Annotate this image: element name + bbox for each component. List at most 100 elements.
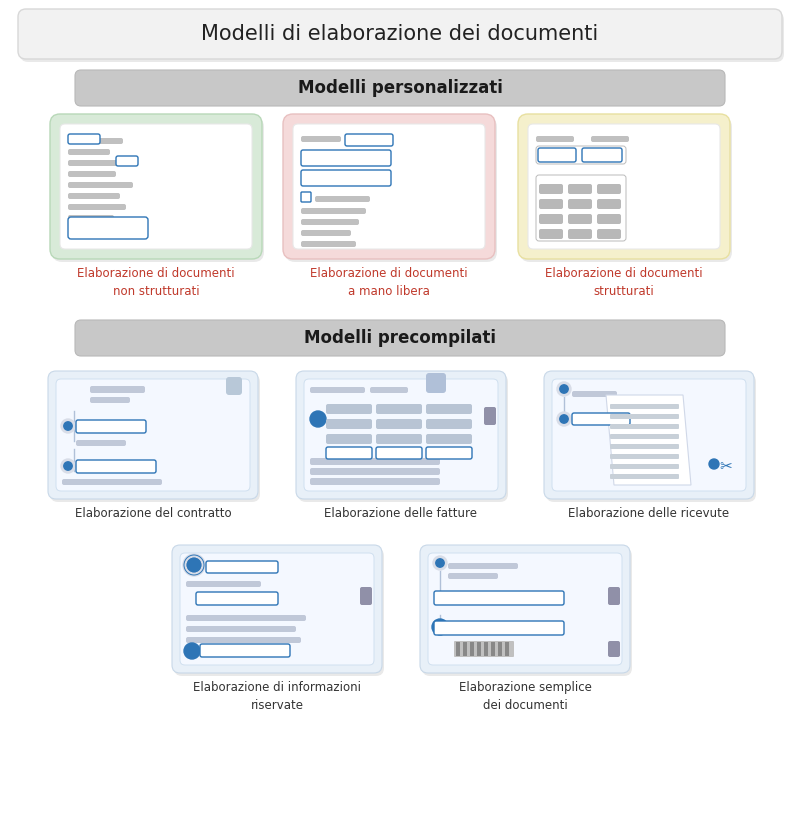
Circle shape: [436, 559, 444, 567]
Text: Elaborazione di documenti
non strutturati: Elaborazione di documenti non strutturat…: [77, 267, 235, 298]
Circle shape: [183, 554, 205, 576]
FancyBboxPatch shape: [326, 404, 372, 414]
Circle shape: [187, 558, 201, 571]
FancyBboxPatch shape: [116, 156, 138, 166]
FancyBboxPatch shape: [345, 134, 393, 146]
Text: Elaborazione di documenti
a mano libera: Elaborazione di documenti a mano libera: [310, 267, 468, 298]
FancyBboxPatch shape: [538, 148, 576, 162]
FancyBboxPatch shape: [68, 160, 130, 166]
Circle shape: [560, 415, 568, 423]
FancyBboxPatch shape: [610, 434, 679, 439]
Circle shape: [184, 643, 200, 659]
FancyBboxPatch shape: [376, 447, 422, 459]
FancyBboxPatch shape: [315, 196, 370, 202]
FancyBboxPatch shape: [376, 434, 422, 444]
FancyBboxPatch shape: [568, 184, 592, 194]
FancyBboxPatch shape: [326, 447, 372, 459]
FancyBboxPatch shape: [568, 214, 592, 224]
FancyBboxPatch shape: [376, 404, 422, 414]
FancyBboxPatch shape: [310, 458, 440, 465]
FancyBboxPatch shape: [301, 230, 351, 236]
FancyBboxPatch shape: [326, 434, 372, 444]
FancyBboxPatch shape: [296, 371, 506, 499]
FancyBboxPatch shape: [52, 117, 264, 262]
FancyBboxPatch shape: [610, 444, 679, 449]
FancyBboxPatch shape: [463, 642, 467, 656]
FancyBboxPatch shape: [484, 407, 496, 425]
Text: Modelli personalizzati: Modelli personalizzati: [298, 79, 502, 97]
FancyBboxPatch shape: [470, 642, 474, 656]
FancyBboxPatch shape: [68, 182, 133, 188]
FancyBboxPatch shape: [90, 397, 130, 403]
FancyBboxPatch shape: [539, 199, 563, 209]
FancyBboxPatch shape: [370, 387, 408, 393]
FancyBboxPatch shape: [68, 215, 114, 221]
FancyBboxPatch shape: [68, 171, 116, 177]
FancyBboxPatch shape: [50, 114, 262, 259]
FancyBboxPatch shape: [310, 468, 440, 475]
FancyBboxPatch shape: [310, 387, 365, 393]
FancyBboxPatch shape: [20, 12, 784, 62]
Circle shape: [64, 422, 72, 430]
FancyBboxPatch shape: [62, 479, 162, 485]
FancyBboxPatch shape: [520, 117, 732, 262]
FancyBboxPatch shape: [426, 434, 472, 444]
FancyBboxPatch shape: [422, 548, 632, 676]
FancyBboxPatch shape: [48, 371, 258, 499]
FancyBboxPatch shape: [518, 114, 730, 259]
FancyBboxPatch shape: [196, 592, 278, 605]
FancyBboxPatch shape: [610, 424, 679, 429]
FancyBboxPatch shape: [186, 581, 261, 587]
Text: Elaborazione delle fatture: Elaborazione delle fatture: [325, 507, 478, 520]
FancyBboxPatch shape: [536, 136, 574, 142]
FancyBboxPatch shape: [206, 561, 278, 573]
FancyBboxPatch shape: [376, 419, 422, 429]
Text: Elaborazione di documenti
strutturati: Elaborazione di documenti strutturati: [545, 267, 703, 298]
Text: Modelli precompilati: Modelli precompilati: [304, 329, 496, 347]
Circle shape: [433, 556, 447, 570]
FancyBboxPatch shape: [528, 124, 720, 249]
FancyBboxPatch shape: [68, 217, 148, 239]
FancyBboxPatch shape: [539, 229, 563, 239]
FancyBboxPatch shape: [536, 175, 626, 241]
FancyBboxPatch shape: [310, 478, 440, 485]
FancyBboxPatch shape: [597, 214, 621, 224]
FancyBboxPatch shape: [186, 626, 296, 632]
FancyBboxPatch shape: [610, 404, 679, 409]
FancyBboxPatch shape: [477, 642, 481, 656]
FancyBboxPatch shape: [420, 545, 630, 673]
FancyBboxPatch shape: [186, 637, 301, 643]
Circle shape: [560, 385, 568, 393]
FancyBboxPatch shape: [172, 545, 382, 673]
Circle shape: [557, 412, 571, 426]
Circle shape: [61, 419, 75, 433]
Polygon shape: [606, 395, 691, 485]
Circle shape: [310, 411, 326, 427]
FancyBboxPatch shape: [186, 615, 306, 621]
FancyBboxPatch shape: [68, 149, 110, 155]
FancyBboxPatch shape: [326, 419, 372, 429]
FancyBboxPatch shape: [539, 214, 563, 224]
FancyBboxPatch shape: [608, 641, 620, 657]
FancyBboxPatch shape: [454, 641, 514, 657]
FancyBboxPatch shape: [180, 553, 374, 665]
FancyBboxPatch shape: [610, 414, 679, 419]
FancyBboxPatch shape: [301, 241, 356, 247]
FancyBboxPatch shape: [597, 229, 621, 239]
FancyBboxPatch shape: [301, 150, 391, 166]
FancyBboxPatch shape: [75, 70, 725, 106]
FancyBboxPatch shape: [68, 134, 100, 144]
FancyBboxPatch shape: [572, 413, 630, 425]
FancyBboxPatch shape: [448, 573, 498, 579]
FancyBboxPatch shape: [434, 621, 564, 635]
FancyBboxPatch shape: [484, 642, 488, 656]
Circle shape: [61, 459, 75, 473]
FancyBboxPatch shape: [56, 379, 250, 491]
FancyBboxPatch shape: [428, 553, 622, 665]
FancyBboxPatch shape: [426, 447, 472, 459]
FancyBboxPatch shape: [597, 199, 621, 209]
FancyBboxPatch shape: [536, 146, 626, 164]
FancyBboxPatch shape: [426, 404, 472, 414]
FancyBboxPatch shape: [491, 642, 495, 656]
FancyBboxPatch shape: [434, 591, 564, 605]
